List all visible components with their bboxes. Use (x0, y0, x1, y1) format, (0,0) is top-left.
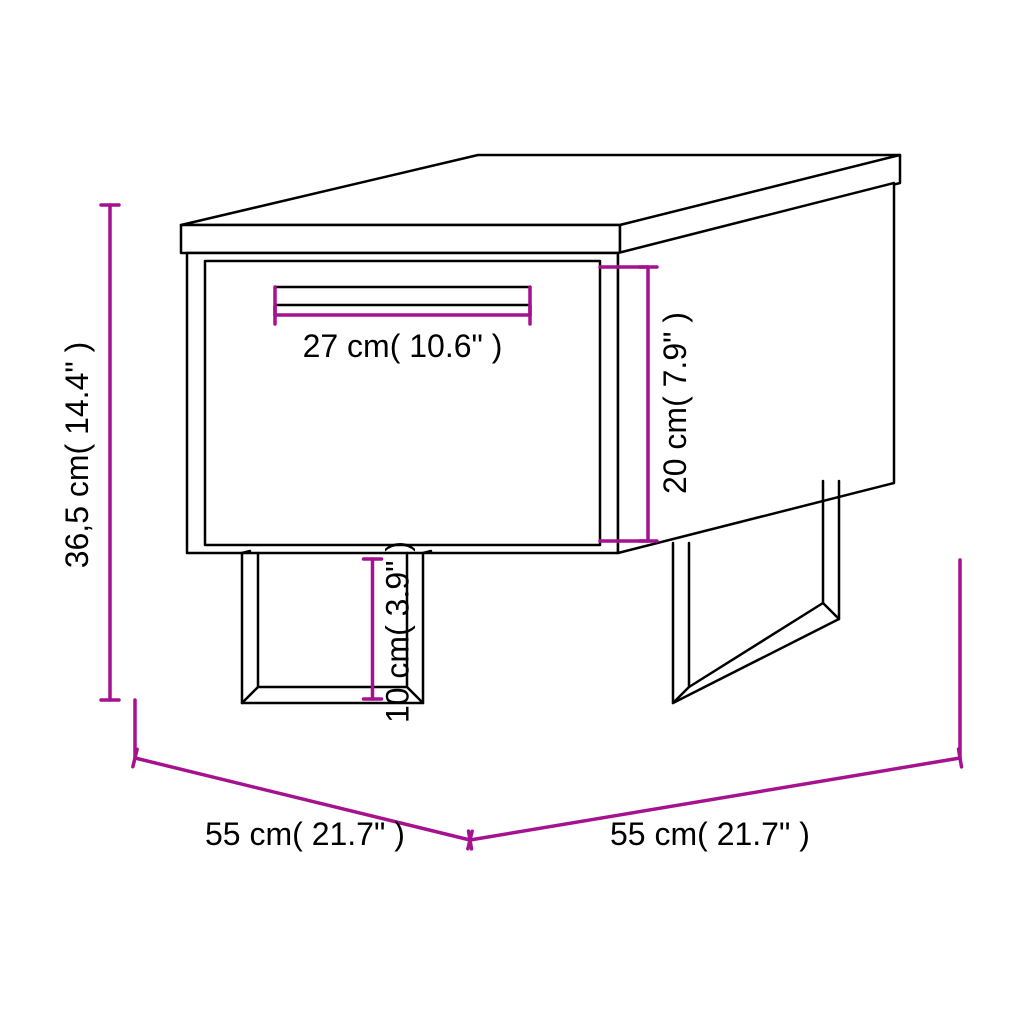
svg-text:27 cm( 10.6" ): 27 cm( 10.6" ) (303, 328, 503, 364)
svg-text:10 cm( 3.9" ): 10 cm( 3.9" ) (380, 541, 416, 723)
svg-text:55 cm( 21.7" ): 55 cm( 21.7" ) (205, 816, 405, 852)
furniture-dimension-diagram: 36,5 cm( 14.4" ) 55 cm( 21.7" ) 55 cm( 21.… (0, 0, 1024, 1024)
svg-text:20 cm( 7.9" ): 20 cm( 7.9" ) (657, 312, 693, 494)
svg-text:55 cm( 21.7" ): 55 cm( 21.7" ) (610, 816, 810, 852)
svg-text:36,5 cm( 14.4" ): 36,5 cm( 14.4" ) (59, 342, 95, 569)
